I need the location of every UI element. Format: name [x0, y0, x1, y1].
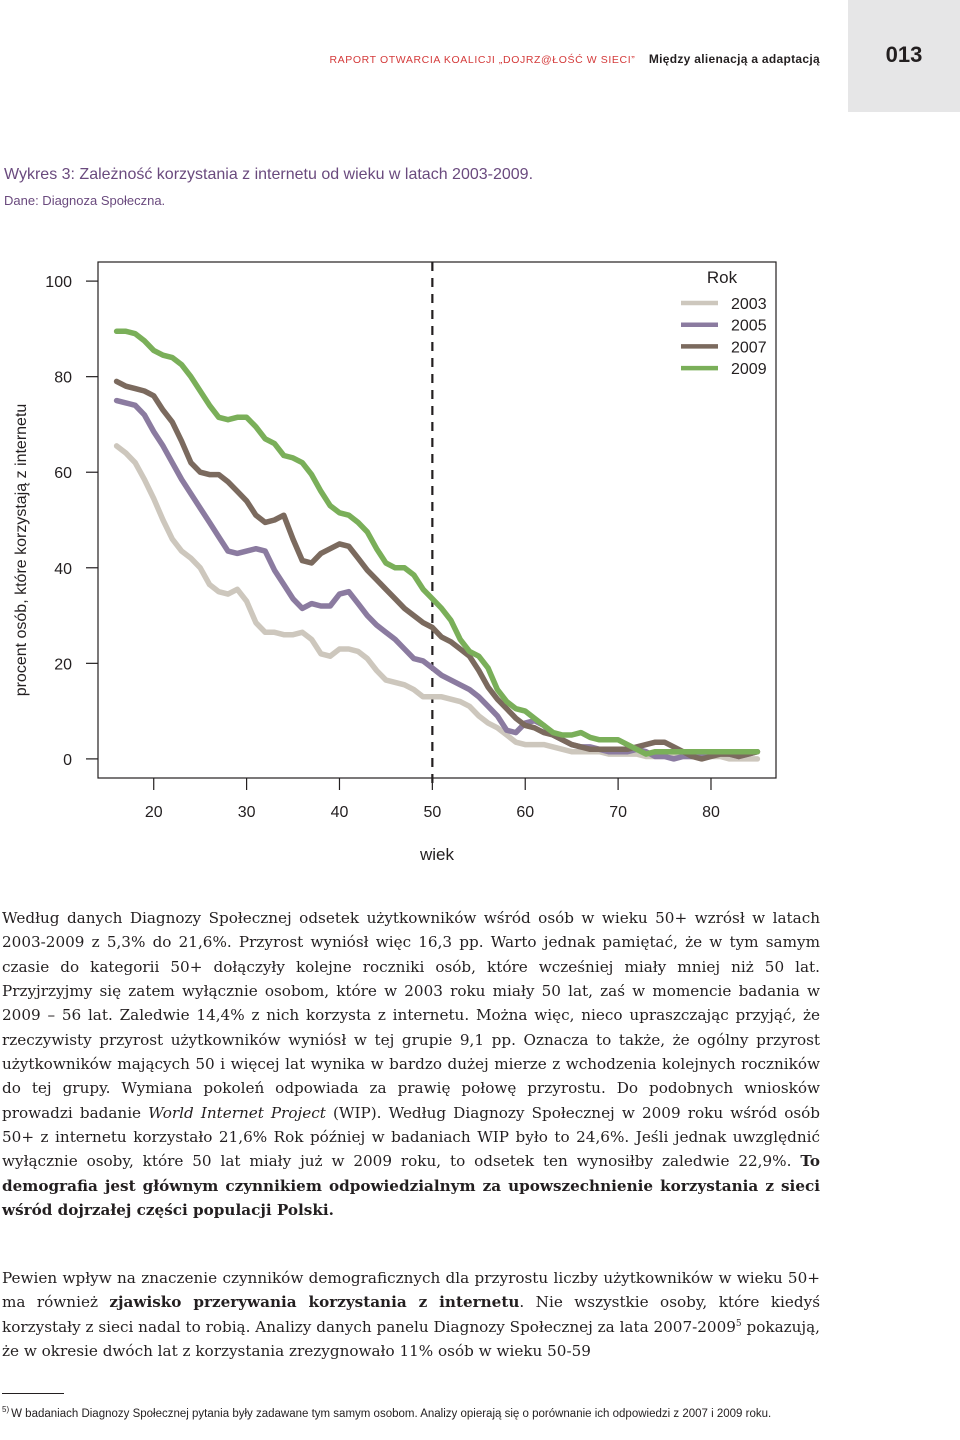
y-tick-label: 40 [54, 561, 72, 578]
body-paragraph-1: Według danych Diagnozy Społecznej odsete… [2, 906, 820, 1222]
x-tick-label: 80 [702, 804, 720, 821]
y-axis-label: procent osób, które korzystają z interne… [13, 404, 30, 697]
legend-label-2003: 2003 [731, 296, 767, 313]
footnote: 5) W badaniach Diagnozy Społecznej pytani… [2, 1406, 820, 1422]
chart-series-lines [113, 328, 761, 762]
running-header: RAPORT OTWARCIA KOALICJI „DOJRZ@ŁOŚĆ W S… [330, 52, 821, 66]
para2-text-c: pokazują, że w okresie dwóch lat z korzy… [2, 1317, 820, 1361]
legend-label-2005: 2005 [731, 318, 767, 335]
legend-label-2009: 2009 [731, 361, 767, 378]
x-tick-label: 20 [145, 804, 163, 821]
x-tick-label: 40 [331, 804, 349, 821]
footnote-text: W badaniach Diagnozy Społecznej pytania … [11, 1408, 772, 1420]
series-line-2009 [113, 328, 761, 757]
figure-source: Dane: Diagnoza Społeczna. [4, 193, 166, 208]
para2-emphasis: zjawisko przerywania korzystania z inter… [109, 1293, 520, 1312]
chart-axes: 0 20 40 60 80 100 20 30 40 50 60 70 80 wiek procent os… [13, 261, 777, 864]
y-tick-label: 80 [54, 370, 72, 387]
page-number-box: 013 [848, 0, 960, 112]
x-tick-label: 60 [516, 804, 534, 821]
series-line-2007 [113, 378, 761, 762]
para1-text: Według danych Diagnozy Społecznej odsete… [2, 909, 820, 1122]
y-tick-label: 100 [45, 274, 72, 291]
chart-legend: Rok 2003 2005 2007 2009 [681, 268, 767, 378]
footnote-divider [2, 1393, 64, 1394]
body-paragraph-2: Pewien wpływ na znaczenie czynników demo… [2, 1266, 820, 1363]
x-tick-label: 30 [238, 804, 256, 821]
wip-title: World Internet Project [148, 1103, 326, 1122]
para1-text-cont: (WIP). Według Diagnozy Społecznej w 2009… [2, 1103, 821, 1171]
y-tick-label: 60 [54, 465, 72, 482]
plot-frame [97, 261, 777, 779]
page-number: 013 [885, 42, 923, 67]
series-line-2005 [113, 397, 761, 762]
age-internet-chart: 0 20 40 60 80 100 20 30 40 50 60 70 80 wiek procent os… [13, 261, 777, 864]
x-tick-label: 70 [609, 804, 627, 821]
legend-label-2007: 2007 [731, 339, 767, 356]
footnote-ref: 5 [735, 1318, 742, 1329]
y-tick-label: 20 [54, 656, 72, 673]
report-kicker: RAPORT OTWARCIA KOALICJI „DOJRZ@ŁOŚĆ W S… [329, 54, 636, 66]
page-header: RAPORT OTWARCIA KOALICJI „DOJRZ@ŁOŚĆ W S… [0, 0, 960, 112]
x-axis-label: wiek [419, 845, 455, 864]
para2-text-a: Pewien wpływ na znaczenie czynników demo… [2, 1269, 820, 1312]
para2-text-b: . Nie wszystkie osoby, które kiedyś korz… [2, 1293, 820, 1336]
legend-title: Rok [707, 268, 738, 287]
section-title: Między alienacją a adaptacją [648, 52, 820, 66]
footnote-number: 5) [2, 1405, 10, 1415]
x-tick-label: 50 [423, 804, 441, 821]
figure-title: Wykres 3: Zależność korzystania z intern… [4, 166, 534, 183]
para1-conclusion: To demografia jest głównym czynnikiem od… [2, 1152, 820, 1220]
y-tick-label: 0 [63, 752, 72, 769]
